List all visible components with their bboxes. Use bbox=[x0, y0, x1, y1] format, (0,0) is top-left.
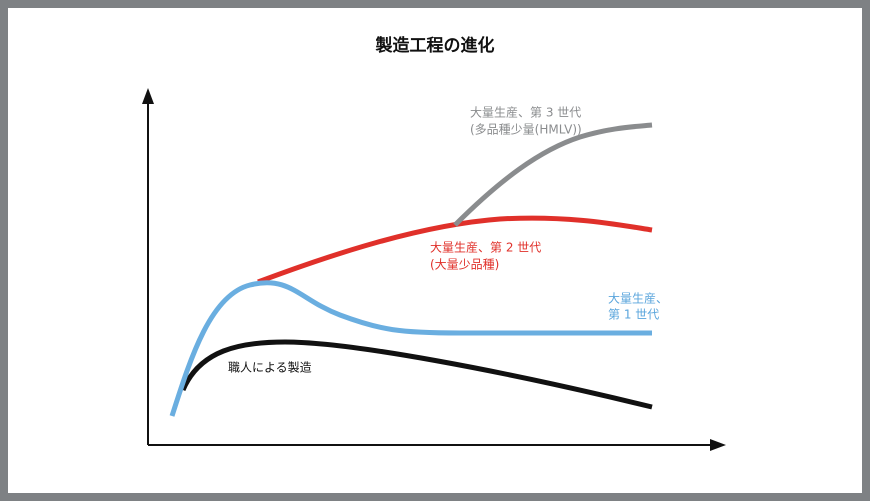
gen2-label: 大量生産、第 2 世代 bbox=[430, 240, 541, 255]
craft-curve bbox=[180, 339, 653, 410]
gen1-label: 第 1 世代 bbox=[608, 308, 659, 322]
gen2-curve bbox=[257, 215, 653, 285]
craft-label: 職人による製造 bbox=[228, 361, 312, 375]
gen3-curve bbox=[453, 122, 653, 227]
gen3-label: (多品種少量(HMLV)) bbox=[470, 123, 582, 137]
gen1-curve bbox=[169, 280, 652, 417]
x-axis-arrow bbox=[710, 439, 726, 451]
gen3-label: 大量生産、第 3 世代 bbox=[470, 105, 581, 120]
canvas bbox=[8, 8, 862, 493]
gen2-label: (大量少品種) bbox=[430, 258, 499, 272]
gen1-label: 大量生産、 bbox=[608, 291, 668, 306]
y-axis-arrow bbox=[142, 88, 154, 104]
title: 製造工程の進化 bbox=[375, 35, 495, 56]
